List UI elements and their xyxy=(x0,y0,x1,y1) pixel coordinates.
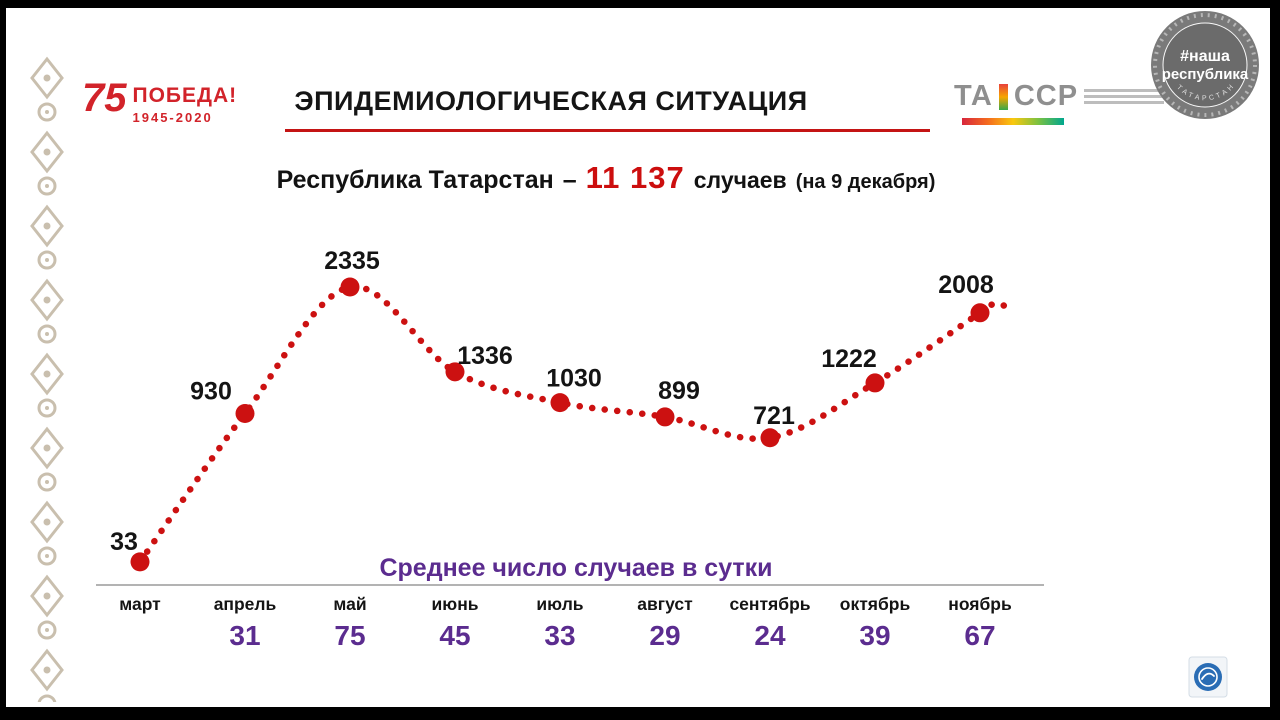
victory-75-logo: 75 ПОБЕДА! 1945-2020 xyxy=(82,76,238,125)
daily-average-caption: Среднее число случаев в сутки xyxy=(379,554,773,582)
ornament-border xyxy=(26,54,68,707)
month-label-ноябрь: ноябрь xyxy=(948,594,1012,614)
ornament-pattern xyxy=(26,54,68,702)
tassr-text-right: ССР xyxy=(1013,80,1079,112)
total-cases-value: 11 137 xyxy=(585,160,685,195)
data-point-август xyxy=(655,407,675,427)
value-label-март: 33 xyxy=(110,528,138,556)
daily-average-ноябрь: 67 xyxy=(964,620,995,651)
data-point-май xyxy=(340,277,360,297)
stamp-icon: #наша республика ТАТАРСТАН xyxy=(1151,11,1259,119)
month-label-март: март xyxy=(119,594,161,614)
slide-background: 75 ПОБЕДА! 1945-2020 ЭПИДЕМИОЛОГИЧЕСКАЯ … xyxy=(6,8,1270,707)
value-label-апрель: 930 xyxy=(190,377,232,405)
page-title: ЭПИДЕМИОЛОГИЧЕСКАЯ СИТУАЦИЯ xyxy=(294,86,808,116)
value-label-октябрь: 1222 xyxy=(821,345,877,373)
tassr-100-logo: ТА ССР xyxy=(954,80,1165,112)
data-point-октябрь xyxy=(865,373,885,393)
data-point-март xyxy=(130,552,150,572)
daily-average-октябрь: 39 xyxy=(859,620,890,651)
daily-average-сентябрь: 24 xyxy=(754,620,786,651)
month-label-октябрь: октябрь xyxy=(840,594,911,614)
stamp-line2: республика xyxy=(1162,66,1249,83)
month-label-апрель: апрель xyxy=(214,594,277,614)
nasha-respublika-stamp: #наша республика ТАТАРСТАН xyxy=(1148,9,1262,126)
stamp-line1: #наша xyxy=(1180,48,1230,65)
chart-area: 33 930 2335 1336 1030 899 721 1222 2008 март апрел… xyxy=(92,235,1052,680)
title-underline xyxy=(285,129,930,132)
as-of-date: (на 9 декабря) xyxy=(795,171,936,193)
trend-dotted-line xyxy=(136,283,1012,566)
tassr-small-print xyxy=(1084,89,1165,104)
data-point-июль xyxy=(550,393,570,413)
victory-75-number: 75 xyxy=(82,76,127,120)
subtitle-dash: – xyxy=(562,166,577,194)
daily-average-июнь: 45 xyxy=(439,620,470,651)
value-label-июнь: 1336 xyxy=(457,342,513,370)
tassr-gradient-bar xyxy=(962,118,1064,125)
data-point-июнь xyxy=(445,362,465,382)
cases-trend-chart: 33 930 2335 1336 1030 899 721 1222 2008 март апрел… xyxy=(96,247,1044,651)
value-label-ноябрь: 2008 xyxy=(938,271,994,299)
value-label-сентябрь: 721 xyxy=(753,402,795,430)
tassr-100-mark-icon xyxy=(998,83,1008,110)
emblem-icon xyxy=(1188,656,1228,703)
month-label-сентябрь: сентябрь xyxy=(729,594,810,614)
month-label-май: май xyxy=(333,594,366,614)
month-label-август: август xyxy=(637,594,693,614)
daily-average-июль: 33 xyxy=(544,620,575,651)
subtitle-row: Республика Татарстан – 11 137 случаев (н… xyxy=(126,160,1086,196)
cases-word: случаев xyxy=(693,167,787,193)
victory-years: 1945-2020 xyxy=(132,110,213,125)
region-name: Республика Татарстан xyxy=(276,166,554,194)
month-label-июнь: июнь xyxy=(431,594,478,614)
value-label-май: 2335 xyxy=(324,247,380,275)
victory-title: ПОБЕДА! xyxy=(132,84,238,107)
daily-average-август: 29 xyxy=(649,620,680,651)
data-point-ноябрь xyxy=(970,303,990,323)
daily-average-апрель: 31 xyxy=(229,620,260,651)
daily-average-май: 75 xyxy=(334,620,365,651)
value-label-июль: 1030 xyxy=(546,365,602,393)
data-point-сентябрь xyxy=(760,428,780,448)
data-point-апрель xyxy=(235,403,255,423)
month-label-июль: июль xyxy=(536,594,583,614)
tatarstan-emblem-icon xyxy=(1188,656,1228,698)
tassr-text-left: ТА xyxy=(954,80,993,112)
value-label-август: 899 xyxy=(658,377,700,405)
